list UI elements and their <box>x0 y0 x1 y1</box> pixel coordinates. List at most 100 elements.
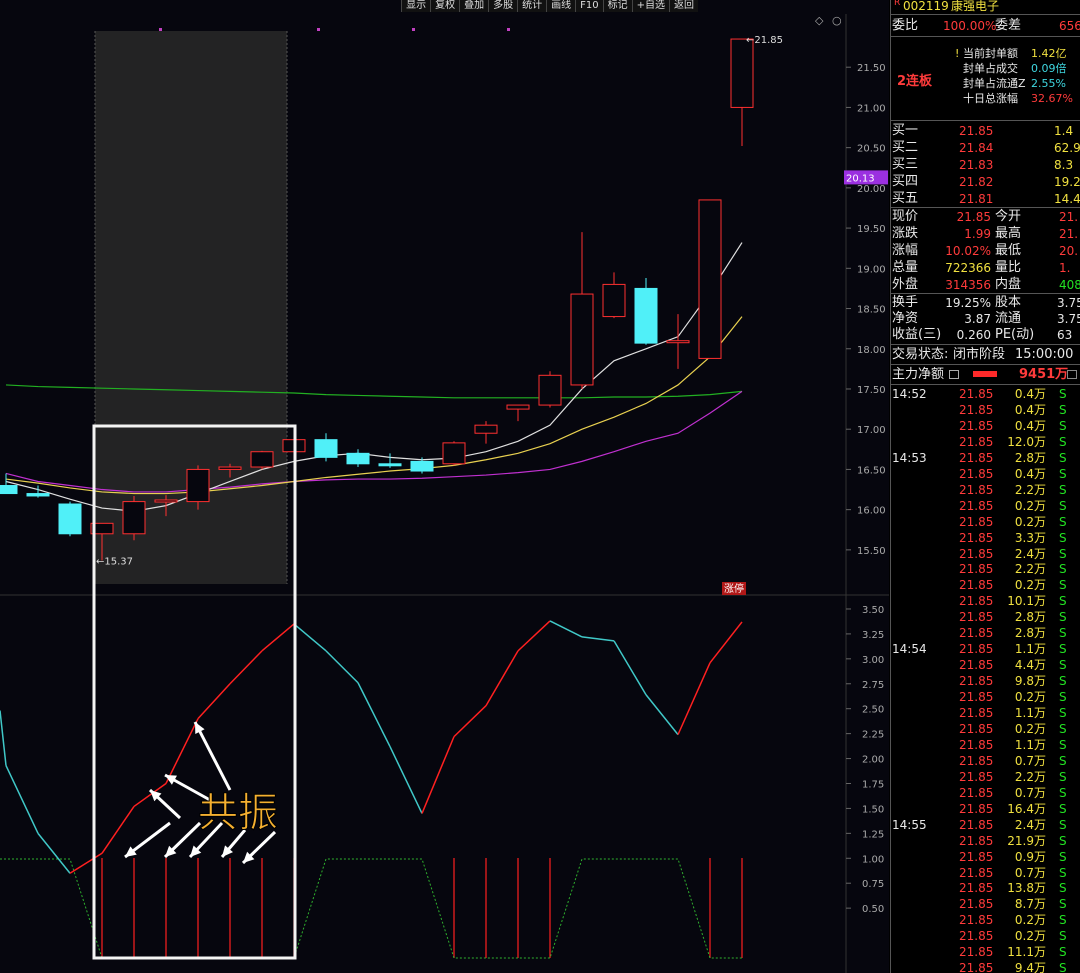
osc-tick-label: 1.00 <box>862 854 884 865</box>
toolbar-item[interactable]: 返回 <box>669 0 698 12</box>
annotation-arrowhead <box>165 845 177 857</box>
osc-segment <box>293 623 327 652</box>
candle-body <box>538 374 562 406</box>
tick-side: S <box>1059 626 1067 641</box>
stock-tag: R <box>894 0 901 8</box>
quote-value: 21.85 <box>956 210 991 224</box>
osc-segment <box>581 636 615 642</box>
quote-label: 现价 <box>892 209 919 224</box>
tick-side: S <box>1059 578 1067 593</box>
toolbar-item[interactable]: 复权 <box>430 0 459 12</box>
candle-body <box>378 463 402 467</box>
tick-volume: 8.7万 <box>1014 897 1046 912</box>
tick-price: 21.85 <box>959 769 994 784</box>
toolbar-item[interactable]: F10 <box>575 0 602 12</box>
osc-segment <box>0 710 7 766</box>
candle-body <box>218 466 242 470</box>
tick-volume: 10.1万 <box>1007 594 1046 609</box>
tick-price: 21.85 <box>959 929 994 944</box>
tick-price: 21.85 <box>959 450 994 465</box>
osc-segment <box>357 682 391 747</box>
quote-label: 涨跌 <box>892 226 919 241</box>
stock-code: 002119 <box>903 0 949 13</box>
bid-price: 21.82 <box>959 175 994 189</box>
tick-volume: 11.1万 <box>1007 945 1046 960</box>
tick-volume: 0.4万 <box>1014 466 1046 481</box>
tick-volume: 2.2万 <box>1014 769 1046 784</box>
toolbar-item[interactable]: 标记 <box>602 0 632 12</box>
candle-body <box>26 493 50 497</box>
toolbar-item[interactable]: 叠加 <box>459 0 488 12</box>
tick-price: 21.85 <box>959 434 994 449</box>
quote-label-2: 股本 <box>995 295 1022 310</box>
annotation-arrow <box>193 721 232 791</box>
tick-price: 21.85 <box>959 913 994 928</box>
candle-body <box>346 452 370 465</box>
tick-price: 21.85 <box>959 514 994 529</box>
price-tick-label: 16.00 <box>857 506 886 517</box>
annotation-arrowhead <box>125 846 137 857</box>
tick-side: S <box>1059 658 1067 673</box>
tick-volume: 4.4万 <box>1014 658 1046 673</box>
tick-price: 21.85 <box>959 402 994 417</box>
chart-canvas[interactable]: ◇ ○ 15.50 16.00 16.50 17.00 17.50 18.00 18.50 19.… <box>0 0 889 973</box>
tick-volume: 9.8万 <box>1014 674 1046 689</box>
candle-body <box>602 283 626 318</box>
seal-label: 当前封单额 <box>963 47 1018 60</box>
price-tick-label: 20.00 <box>857 184 886 195</box>
tick-side: S <box>1059 737 1067 752</box>
quote-label: 涨幅 <box>892 243 919 258</box>
tick-side: S <box>1059 514 1067 529</box>
tick-volume: 9.4万 <box>1014 961 1046 973</box>
chart-toolbar: 显示 复权 叠加 多股 统计 画线 F10 标记 +自选 返回 <box>401 0 698 12</box>
weicha-label: 委差 <box>995 18 1022 33</box>
toolbar-item[interactable]: 显示 <box>401 0 430 12</box>
price-tick-label: 20.50 <box>857 144 886 155</box>
kline-chart-area[interactable]: ◇ ○ 15.50 16.00 16.50 17.00 17.50 18.00 18.50 19.… <box>0 0 889 973</box>
tick-price: 21.85 <box>959 721 994 736</box>
tick-price: 21.85 <box>959 658 994 673</box>
flow-toggle-icon[interactable] <box>1067 370 1077 379</box>
flow-menu-icon[interactable] <box>949 370 959 379</box>
osc-segment <box>613 640 647 696</box>
tick-price: 21.85 <box>959 690 994 705</box>
stock-header[interactable]: R 002119 康强电子 <box>891 0 1080 14</box>
tick-volume: 2.2万 <box>1014 482 1046 497</box>
osc-tick-label: 3.00 <box>862 655 884 666</box>
annotation-arrowhead <box>165 775 177 785</box>
weibi-value: 100.00% <box>943 19 997 33</box>
tick-side: S <box>1059 721 1067 736</box>
quote-label-2: 量比 <box>995 260 1022 275</box>
bid-price: 21.81 <box>959 192 994 206</box>
tick-volume: 0.4万 <box>1014 387 1046 401</box>
annotation-arrowhead <box>243 851 255 863</box>
tick-side: S <box>1059 466 1067 481</box>
high-price-label: ←21.85 <box>746 35 783 46</box>
tick-side: S <box>1059 498 1067 513</box>
price-tick-label: 17.50 <box>857 385 886 396</box>
tick-volume: 12.0万 <box>1007 434 1046 449</box>
tick-price: 21.85 <box>959 626 994 641</box>
tick-volume: 1.1万 <box>1014 737 1046 752</box>
ma-green-line <box>5 384 743 399</box>
price-tick-label: 18.50 <box>857 305 886 316</box>
tick-volume: 13.8万 <box>1007 881 1046 896</box>
tick-side: S <box>1059 562 1067 577</box>
bid-price: 21.83 <box>959 158 994 172</box>
settings-icon: ○ <box>832 14 842 27</box>
tick-side: S <box>1059 610 1067 625</box>
toolbar-item[interactable]: +自选 <box>631 0 669 12</box>
toolbar-item[interactable]: 统计 <box>517 0 546 12</box>
bid-label: 买一 <box>892 123 919 138</box>
flow-label: 主力净额 <box>892 367 945 382</box>
tick-volume: 1.1万 <box>1014 642 1046 657</box>
osc-segment <box>389 746 423 814</box>
candle-body <box>186 468 210 503</box>
tick-volume: 2.8万 <box>1014 610 1046 625</box>
annotation-arrowhead <box>195 722 205 734</box>
quote-value-2: 21. <box>1059 227 1079 241</box>
toolbar-item[interactable]: 多股 <box>488 0 517 12</box>
toolbar-item[interactable]: 画线 <box>546 0 575 12</box>
osc-tick-label: 3.50 <box>862 605 884 616</box>
quote-label-2: 流通 <box>995 311 1022 326</box>
